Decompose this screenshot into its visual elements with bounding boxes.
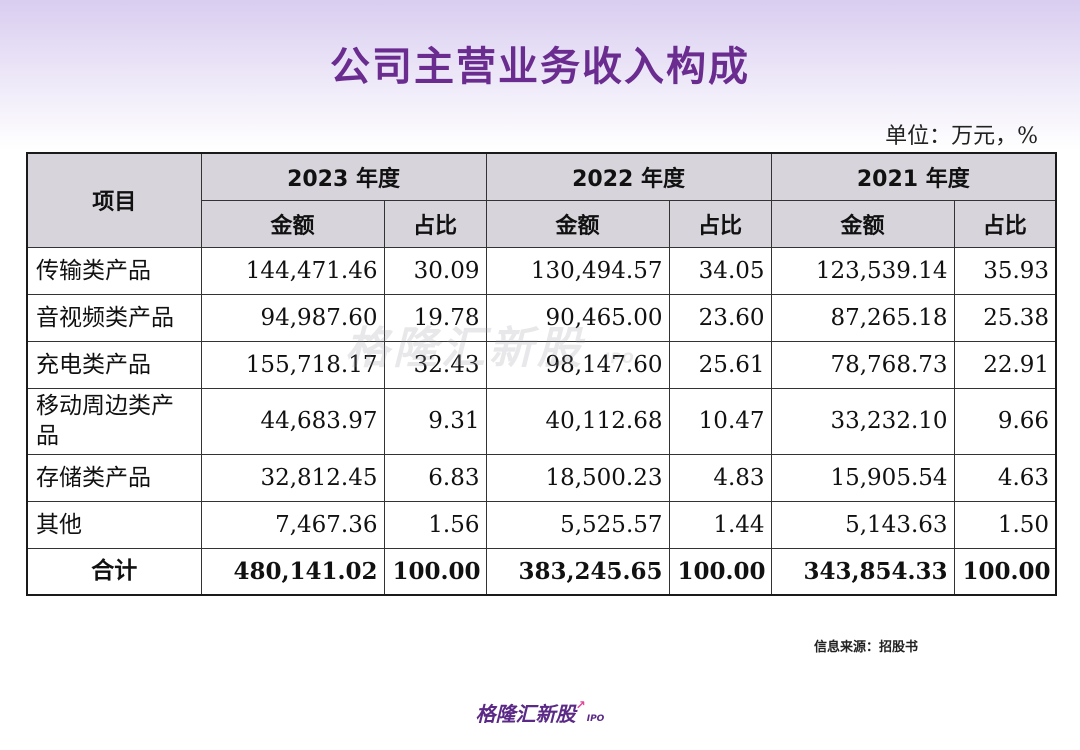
cell-ratio: 25.61 bbox=[668, 340, 772, 389]
table-row: 存储类产品 32,812.45 6.83 18,500.23 4.83 15,9… bbox=[26, 453, 1057, 502]
cell-ratio: 9.66 bbox=[953, 387, 1057, 455]
cell-ratio: 1.44 bbox=[668, 500, 772, 549]
cell-ratio: 4.83 bbox=[668, 453, 772, 502]
header-ratio: 占比 bbox=[383, 199, 487, 248]
cell-ratio: 100.00 bbox=[953, 547, 1057, 596]
table-row: 音视频类产品 94,987.60 19.78 90,465.00 23.60 8… bbox=[26, 293, 1057, 342]
header-amount: 金额 bbox=[485, 199, 670, 248]
total-row: 合计 480,141.02 100.00 383,245.65 100.00 3… bbox=[26, 547, 1057, 596]
cell-ratio: 19.78 bbox=[383, 293, 487, 342]
cell-amount: 480,141.02 bbox=[200, 547, 385, 596]
cell-amount: 5,143.63 bbox=[770, 500, 955, 549]
cell-amount: 98,147.60 bbox=[485, 340, 670, 389]
table-row: 其他 7,467.36 1.56 5,525.57 1.44 5,143.63 … bbox=[26, 500, 1057, 549]
table-row: 移动周边类产品 44,683.97 9.31 40,112.68 10.47 3… bbox=[26, 387, 1057, 455]
cell-ratio: 35.93 bbox=[953, 246, 1057, 295]
header-ratio: 占比 bbox=[953, 199, 1057, 248]
cell-amount: 5,525.57 bbox=[485, 500, 670, 549]
total-label: 合计 bbox=[26, 547, 202, 596]
cell-amount: 94,987.60 bbox=[200, 293, 385, 342]
cell-ratio: 6.83 bbox=[383, 453, 487, 502]
header-ratio: 占比 bbox=[668, 199, 772, 248]
header-year-2022: 2022 年度 bbox=[485, 152, 772, 201]
header-item: 项目 bbox=[26, 152, 202, 248]
header-year-2023: 2023 年度 bbox=[200, 152, 487, 201]
cell-amount: 155,718.17 bbox=[200, 340, 385, 389]
cell-amount: 130,494.57 bbox=[485, 246, 670, 295]
cell-ratio: 1.50 bbox=[953, 500, 1057, 549]
row-label: 其他 bbox=[26, 500, 202, 549]
cell-amount: 44,683.97 bbox=[200, 387, 385, 455]
header-amount: 金额 bbox=[200, 199, 385, 248]
cell-ratio: 23.60 bbox=[668, 293, 772, 342]
cell-amount: 78,768.73 bbox=[770, 340, 955, 389]
cell-amount: 40,112.68 bbox=[485, 387, 670, 455]
cell-ratio: 30.09 bbox=[383, 246, 487, 295]
row-label: 音视频类产品 bbox=[26, 293, 202, 342]
header-year-2021: 2021 年度 bbox=[770, 152, 1057, 201]
cell-amount: 87,265.18 bbox=[770, 293, 955, 342]
cell-ratio: 1.56 bbox=[383, 500, 487, 549]
header-amount: 金额 bbox=[770, 199, 955, 248]
cell-amount: 343,854.33 bbox=[770, 547, 955, 596]
unit-note: 单位：万元，% bbox=[885, 124, 1038, 149]
revenue-table: 项目 2023 年度 2022 年度 2021 年度 金额 占比 金额 占比 金… bbox=[26, 152, 1058, 596]
cell-ratio: 32.43 bbox=[383, 340, 487, 389]
cell-amount: 144,471.46 bbox=[200, 246, 385, 295]
table-row: 充电类产品 155,718.17 32.43 98,147.60 25.61 7… bbox=[26, 340, 1057, 389]
cell-amount: 123,539.14 bbox=[770, 246, 955, 295]
brand-logo: 格隆汇新股↗IPO bbox=[0, 698, 1080, 727]
cell-ratio: 4.63 bbox=[953, 453, 1057, 502]
cell-ratio: 9.31 bbox=[383, 387, 487, 455]
row-label: 传输类产品 bbox=[26, 246, 202, 295]
logo-suffix: IPO bbox=[586, 714, 605, 724]
table-row: 传输类产品 144,471.46 30.09 130,494.57 34.05 … bbox=[26, 246, 1057, 295]
cell-ratio: 10.47 bbox=[668, 387, 772, 455]
cell-ratio: 100.00 bbox=[668, 547, 772, 596]
row-label: 存储类产品 bbox=[26, 453, 202, 502]
cell-amount: 18,500.23 bbox=[485, 453, 670, 502]
cell-ratio: 25.38 bbox=[953, 293, 1057, 342]
cell-amount: 33,232.10 bbox=[770, 387, 955, 455]
logo-text: 格隆汇新股 bbox=[475, 702, 576, 726]
row-label: 充电类产品 bbox=[26, 340, 202, 389]
cell-amount: 15,905.54 bbox=[770, 453, 955, 502]
cell-amount: 383,245.65 bbox=[485, 547, 670, 596]
row-label: 移动周边类产品 bbox=[26, 387, 202, 455]
cell-amount: 90,465.00 bbox=[485, 293, 670, 342]
cell-ratio: 22.91 bbox=[953, 340, 1057, 389]
cell-amount: 32,812.45 bbox=[200, 453, 385, 502]
source-note: 信息来源：招股书 bbox=[813, 640, 918, 655]
page-title: 公司主营业务收入构成 bbox=[330, 44, 750, 90]
cell-ratio: 34.05 bbox=[668, 246, 772, 295]
cell-amount: 7,467.36 bbox=[200, 500, 385, 549]
cell-ratio: 100.00 bbox=[383, 547, 487, 596]
arrow-up-icon: ↗ bbox=[575, 698, 586, 712]
